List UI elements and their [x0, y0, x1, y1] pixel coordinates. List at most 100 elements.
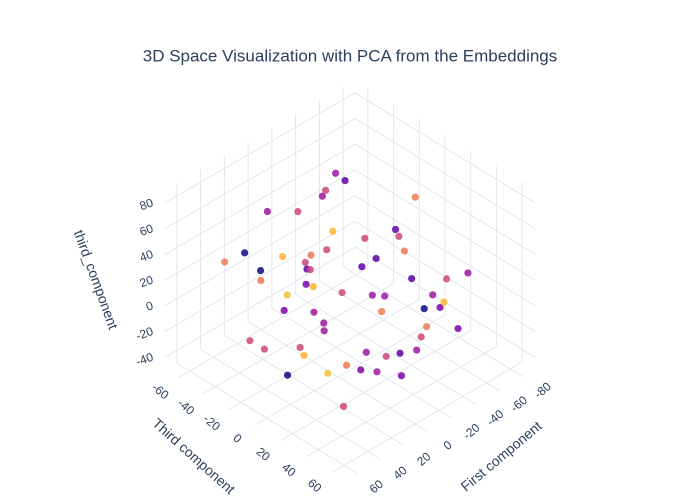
- grid-line: [164, 246, 356, 358]
- y-tick-label: -60: [149, 380, 172, 402]
- grid-line: [164, 220, 356, 332]
- z-tick-label: 60: [138, 221, 156, 239]
- point: [400, 247, 409, 255]
- x-tick-label: -60: [508, 393, 531, 415]
- point: [454, 324, 462, 333]
- point: [320, 327, 328, 335]
- point: [397, 372, 406, 380]
- x-tick-label: 40: [390, 463, 409, 483]
- point: [339, 402, 348, 411]
- point: [362, 348, 370, 356]
- x-tick-label: -80: [531, 379, 554, 401]
- point: [263, 207, 272, 216]
- point: [382, 352, 390, 360]
- point: [260, 345, 269, 353]
- point: [361, 234, 369, 242]
- point: [381, 292, 389, 300]
- point: [368, 291, 376, 299]
- z-axis-title: third_component: [71, 228, 122, 332]
- grid-line: [306, 345, 497, 457]
- y-axis-title: Third component: [149, 415, 238, 497]
- grid-line: [254, 314, 446, 426]
- point: [391, 225, 400, 234]
- y-tick-label: -20: [201, 412, 224, 434]
- grid-line: [354, 143, 536, 255]
- point: [429, 291, 437, 299]
- x-tick-label: -40: [484, 407, 507, 429]
- point: [408, 274, 416, 283]
- z-tick-label: 0: [144, 298, 155, 314]
- y-tick-label: 40: [279, 460, 298, 480]
- point: [372, 254, 380, 263]
- point: [420, 305, 428, 313]
- point: [396, 349, 404, 357]
- grid-line: [280, 330, 471, 442]
- grid-line: [354, 118, 536, 229]
- grid-line: [164, 143, 356, 255]
- z-tick-label: -20: [134, 324, 155, 343]
- point: [307, 251, 315, 259]
- point: [279, 252, 287, 261]
- z-tick-label: 20: [138, 273, 156, 291]
- point: [322, 186, 330, 194]
- x-tick-label: 20: [414, 449, 433, 469]
- chart-title: 3D Space Visualization with PCA from the…: [143, 46, 558, 65]
- point: [310, 308, 318, 316]
- point: [302, 280, 310, 288]
- z-tick-label: 40: [138, 247, 156, 265]
- grid-line: [354, 169, 536, 281]
- point: [246, 337, 254, 345]
- grid-line: [164, 195, 356, 307]
- point: [413, 346, 421, 354]
- point: [283, 291, 291, 299]
- x-tick-label: 60: [367, 477, 386, 497]
- point: [378, 307, 386, 316]
- z-tick-label: -40: [134, 350, 155, 369]
- point: [257, 276, 265, 285]
- point: [338, 288, 346, 297]
- y-tick-label: -40: [175, 396, 198, 418]
- y-tick-label: 60: [305, 476, 324, 496]
- grid-line: [331, 361, 523, 473]
- grid-line: [164, 92, 356, 204]
- point: [301, 258, 309, 267]
- point: [464, 269, 472, 277]
- point: [221, 258, 229, 266]
- point: [283, 371, 292, 379]
- y-tick-label: 0: [230, 431, 244, 446]
- point: [411, 193, 419, 201]
- y-tick-label: 20: [254, 444, 273, 464]
- grid-line: [229, 298, 420, 410]
- point: [422, 322, 431, 331]
- point: [280, 306, 288, 315]
- grid-line: [354, 195, 536, 307]
- point: [323, 246, 331, 254]
- point: [241, 249, 249, 257]
- grid-line: [354, 92, 536, 204]
- point: [357, 366, 365, 374]
- point: [442, 275, 451, 283]
- point: [331, 169, 340, 177]
- grid-line: [203, 283, 394, 395]
- point: [417, 333, 425, 341]
- point: [341, 177, 349, 185]
- point: [294, 208, 302, 216]
- point: [318, 192, 326, 200]
- point: [440, 298, 448, 306]
- point: [342, 361, 351, 369]
- grid-line: [164, 118, 356, 230]
- grid-line: [177, 267, 369, 379]
- point: [329, 227, 337, 235]
- point: [300, 351, 308, 359]
- point: [320, 319, 328, 327]
- x-tick-label: -20: [460, 420, 483, 442]
- point: [309, 283, 317, 291]
- point: [306, 266, 314, 274]
- point: [256, 266, 265, 275]
- point: [395, 232, 403, 240]
- point: [324, 369, 332, 377]
- point: [358, 263, 366, 271]
- point: [436, 303, 444, 312]
- x-tick-label: 0: [441, 438, 455, 453]
